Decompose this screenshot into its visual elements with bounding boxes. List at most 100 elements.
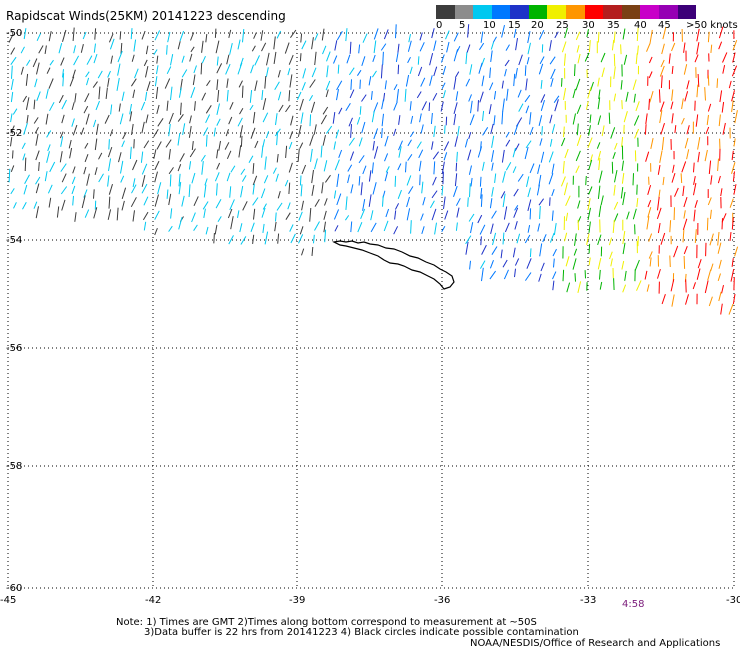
wind-barb bbox=[693, 209, 696, 222]
wind-barb bbox=[74, 212, 77, 222]
wind-barb bbox=[502, 232, 505, 245]
wind-barb bbox=[72, 124, 78, 136]
wind-barb bbox=[398, 140, 403, 151]
wind-barb bbox=[560, 176, 566, 187]
wind-barb bbox=[326, 65, 329, 78]
wind-barb bbox=[681, 117, 685, 125]
wind-barb bbox=[632, 173, 634, 186]
wind-barb bbox=[708, 160, 712, 175]
wind-barb bbox=[262, 112, 269, 123]
wind-barb bbox=[540, 262, 545, 272]
wind-barb bbox=[587, 87, 592, 99]
wind-barb bbox=[26, 59, 31, 66]
wind-barb bbox=[35, 183, 40, 194]
wind-barb bbox=[8, 168, 11, 183]
wind-barb bbox=[119, 113, 124, 125]
wind-barb bbox=[696, 84, 699, 98]
wind-barb bbox=[504, 222, 510, 233]
wind-barb bbox=[500, 249, 503, 259]
wind-barb bbox=[261, 42, 267, 52]
wind-barb bbox=[193, 224, 198, 231]
wind-barb bbox=[46, 151, 50, 163]
wind-barb bbox=[636, 197, 639, 207]
wind-barb bbox=[120, 160, 124, 174]
wind-barb bbox=[500, 191, 506, 199]
wind-barb bbox=[181, 69, 188, 78]
wind-barb bbox=[445, 30, 450, 40]
wind-barb bbox=[188, 184, 191, 198]
wind-barb bbox=[708, 296, 713, 307]
wind-barb bbox=[226, 172, 231, 182]
wind-barb bbox=[262, 98, 267, 111]
wind-barb bbox=[237, 39, 241, 50]
wind-barb bbox=[284, 42, 290, 54]
wind-barb bbox=[24, 174, 30, 184]
wind-barb bbox=[674, 125, 677, 134]
wind-barb bbox=[443, 196, 446, 209]
wind-barb bbox=[153, 128, 159, 137]
wind-barb bbox=[440, 101, 444, 112]
wind-barb bbox=[409, 66, 413, 75]
wind-barb bbox=[441, 82, 446, 90]
wind-barb bbox=[566, 282, 571, 293]
wind-barb bbox=[60, 186, 68, 195]
wind-barb bbox=[491, 162, 494, 171]
wind-barb bbox=[85, 71, 90, 78]
wind-barb bbox=[587, 198, 591, 211]
wind-barb bbox=[517, 173, 524, 182]
wind-barb bbox=[314, 51, 317, 66]
wind-barb bbox=[710, 44, 713, 53]
wind-barb bbox=[373, 146, 379, 159]
wind-barb bbox=[420, 213, 424, 221]
wind-barb bbox=[166, 45, 168, 55]
wind-barb bbox=[649, 90, 654, 103]
wind-barb bbox=[721, 284, 724, 294]
latitude-tick-label: -54 bbox=[6, 235, 22, 246]
wind-barb bbox=[277, 91, 282, 101]
wind-barb bbox=[191, 212, 196, 223]
wind-barb bbox=[108, 183, 113, 195]
wind-barb bbox=[539, 205, 541, 220]
wind-barb bbox=[35, 176, 41, 185]
wind-barb bbox=[573, 248, 578, 256]
wind-barb bbox=[48, 78, 54, 89]
wind-barb bbox=[276, 202, 283, 211]
wind-barb bbox=[48, 31, 52, 42]
wind-barb bbox=[24, 157, 27, 172]
colorbar-label: 20 bbox=[531, 20, 544, 31]
wind-barb bbox=[299, 226, 304, 235]
wind-barb bbox=[384, 153, 389, 162]
wind-barb bbox=[477, 100, 479, 112]
wind-barb bbox=[56, 206, 60, 218]
wind-barb bbox=[289, 131, 293, 140]
wind-barb bbox=[10, 56, 17, 65]
wind-barb bbox=[228, 116, 233, 125]
wind-barb bbox=[480, 236, 482, 246]
wind-barb bbox=[599, 281, 603, 290]
wind-barb bbox=[131, 184, 137, 194]
wind-barb bbox=[421, 181, 424, 194]
wind-barb bbox=[467, 24, 470, 38]
wind-barb bbox=[93, 53, 98, 64]
wind-barb bbox=[373, 128, 379, 140]
wind-barb bbox=[453, 185, 458, 197]
latitude-tick-label: -56 bbox=[6, 343, 22, 354]
wind-barb bbox=[417, 56, 420, 65]
wind-barb bbox=[694, 54, 699, 63]
wind-barb bbox=[574, 273, 576, 282]
wind-barb bbox=[683, 42, 686, 53]
wind-barb bbox=[61, 99, 67, 110]
wind-barb bbox=[72, 69, 76, 79]
wind-barb bbox=[371, 162, 374, 174]
wind-barb bbox=[733, 138, 736, 147]
wind-barb bbox=[597, 115, 602, 126]
wind-barb bbox=[254, 140, 259, 149]
wind-barb bbox=[333, 209, 340, 220]
wind-barb bbox=[154, 76, 158, 87]
wind-barb bbox=[576, 123, 579, 136]
wind-barb bbox=[25, 97, 30, 110]
wind-barb bbox=[143, 59, 148, 67]
wind-barb bbox=[309, 114, 312, 127]
wind-barb bbox=[506, 88, 509, 101]
wind-barb bbox=[468, 131, 472, 140]
